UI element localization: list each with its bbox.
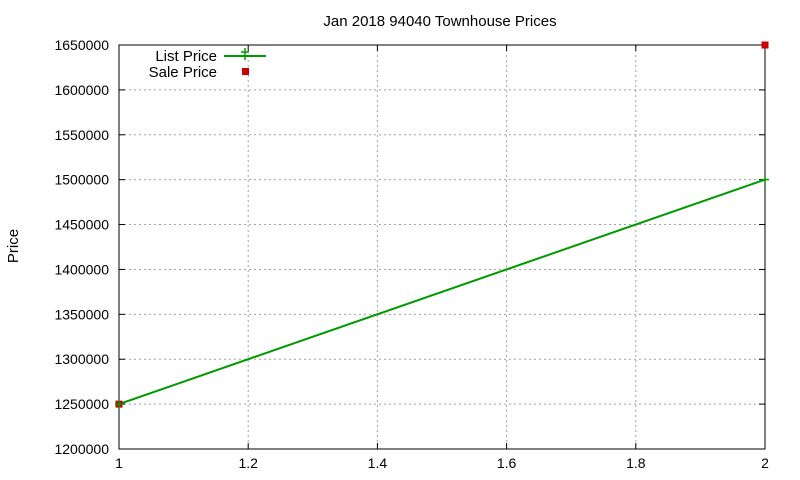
- y-tick-label: 1600000: [54, 82, 109, 98]
- legend-label-sale-price: Sale Price: [149, 64, 217, 81]
- data-point-list-price: [115, 400, 123, 409]
- y-tick-label: 1200000: [54, 441, 109, 457]
- data-point-list-price: [761, 175, 769, 184]
- series-line-list-price: [118, 178, 766, 406]
- y-tick-label: 1450000: [54, 217, 109, 233]
- y-tick-label: 1500000: [54, 172, 109, 188]
- grid: [119, 45, 765, 449]
- y-tick-label: 1650000: [54, 37, 109, 53]
- legend-marker-list-price: [241, 48, 249, 60]
- y-axis-label: Price: [5, 229, 22, 263]
- x-tick-label: 2: [761, 455, 769, 471]
- x-tick-label: 1.2: [238, 455, 258, 471]
- legend-label-list-price: List Price: [155, 48, 217, 65]
- legend-marker-sale-price: [242, 68, 249, 75]
- y-tick-label: 1350000: [54, 306, 109, 322]
- legend: List Price Sale Price: [149, 48, 266, 81]
- x-tick-label: 1.8: [626, 455, 646, 471]
- series: [115, 41, 769, 409]
- y-tick-label: 1550000: [54, 127, 109, 143]
- x-tick-label: 1: [115, 455, 123, 471]
- x-tick-label: 1.6: [497, 455, 517, 471]
- data-point-sale-price: [761, 41, 769, 49]
- y-tick-label: 1300000: [54, 351, 109, 367]
- y-tick-label: 1400000: [54, 261, 109, 277]
- x-tick-label: 1.4: [368, 455, 388, 471]
- plot-frame: [118, 44, 766, 450]
- y-tick-label: 1250000: [54, 396, 109, 412]
- chart-title: Jan 2018 94040 Townhouse Prices: [323, 13, 556, 30]
